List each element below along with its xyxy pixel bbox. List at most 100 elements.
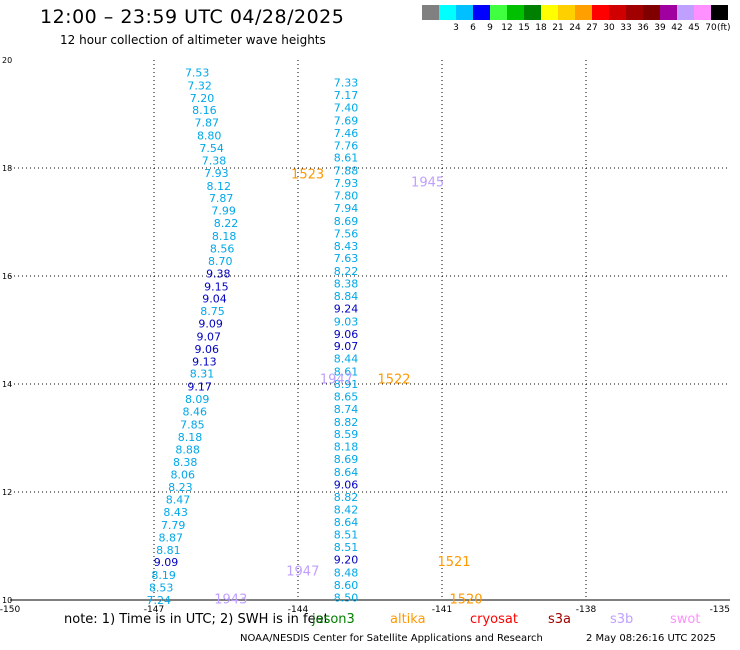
colorbar-swatch <box>711 5 728 20</box>
colorbar-label: 24 <box>569 23 581 33</box>
colorbar-swatch <box>660 5 677 20</box>
wave-height-value: 8.18 <box>334 441 359 454</box>
wave-height-value: 8.75 <box>200 305 225 318</box>
wave-height-value: 8.70 <box>208 255 233 268</box>
wave-height-value: 8.84 <box>334 290 359 303</box>
pass-label: 1521 <box>437 555 470 570</box>
colorbar-label: 15 <box>518 23 530 33</box>
x-tick-label: -150 <box>0 605 20 615</box>
wave-height-value: 8.61 <box>334 152 359 165</box>
wave-height-value: 7.79 <box>161 519 186 532</box>
y-tick-label: 12 <box>2 488 12 497</box>
colorbar-swatch <box>507 5 524 20</box>
wave-height-value: 8.50 <box>334 591 359 604</box>
wave-height-value: 8.82 <box>334 416 359 429</box>
wave-height-value: 8.09 <box>185 393 210 406</box>
wave-height-value: 7.40 <box>334 102 359 115</box>
wave-height-value: 7.94 <box>334 202 359 215</box>
wave-height-value: 9.15 <box>204 280 229 293</box>
wave-height-value: 8.80 <box>197 130 222 143</box>
wave-height-value: 7.32 <box>187 79 212 92</box>
wave-height-value: 7.93 <box>204 167 229 180</box>
wave-height-value: 8.38 <box>173 456 198 469</box>
colorbar-swatch <box>643 5 660 20</box>
wave-height-value: 8.18 <box>178 431 203 444</box>
wave-height-value: 7.38 <box>202 154 227 167</box>
x-tick-label: -138 <box>576 605 597 615</box>
sat-label-cryosat: cryosat <box>470 612 518 627</box>
wave-height-value: 7.46 <box>334 127 359 140</box>
wave-height-value: 8.87 <box>159 531 184 544</box>
wave-height-value: 8.19 <box>151 569 176 582</box>
wave-height-value: 8.65 <box>334 390 359 403</box>
wave-height-value: 8.82 <box>334 491 359 504</box>
wave-height-value: 9.38 <box>206 267 231 280</box>
pass-label: 1945 <box>411 176 444 191</box>
wave-height-value: 7.54 <box>199 142 224 155</box>
wave-height-value: 8.51 <box>334 541 359 554</box>
pass-label: 1522 <box>377 373 410 388</box>
wave-height-value: 8.23 <box>168 481 193 494</box>
wave-height-value: 9.09 <box>154 556 179 569</box>
pass-label: 1523 <box>291 167 324 182</box>
colorbar-swatch <box>524 5 541 20</box>
colorbar-swatch <box>677 5 694 20</box>
wave-height-value: 7.20 <box>190 92 215 105</box>
wave-height-value: 8.88 <box>175 443 200 456</box>
wave-height-value: 8.43 <box>163 506 188 519</box>
wave-height-value: 9.13 <box>192 355 217 368</box>
colorbar-label: 70 <box>705 23 717 33</box>
wave-height-value: 8.61 <box>334 366 359 379</box>
colorbar-label: 21 <box>552 23 564 33</box>
wave-height-value: 8.69 <box>334 215 359 228</box>
chart-title: 12:00 – 23:59 UTC 04/28/2025 <box>40 6 345 28</box>
colorbar-label: 45 <box>688 23 700 33</box>
wave-height-value: 8.91 <box>334 378 359 391</box>
sat-label-altika: altika <box>390 612 426 627</box>
colorbar-label: 6 <box>470 23 476 33</box>
colorbar-label: 33 <box>620 23 632 33</box>
wave-height-value: 8.16 <box>192 104 217 117</box>
wave-height-value: 7.80 <box>334 190 359 203</box>
colorbar-swatch <box>694 5 711 20</box>
wave-height-value: 8.81 <box>156 544 181 557</box>
wave-height-value: 7.56 <box>334 227 359 240</box>
colorbar-label: 36 <box>637 23 649 33</box>
wave-height-value: 9.09 <box>198 318 223 331</box>
colorbar-swatch <box>490 5 507 20</box>
colorbar-swatch <box>473 5 490 20</box>
pass-label: 1943 <box>214 592 247 607</box>
wave-height-value: 8.22 <box>334 265 359 278</box>
wave-height-value: 8.44 <box>334 353 359 366</box>
wave-height-value: 8.46 <box>183 406 208 419</box>
generated-timestamp: 2 May 08:26:16 UTC 2025 <box>586 633 716 644</box>
wave-height-value: 8.53 <box>149 582 174 595</box>
wave-height-value: 7.88 <box>334 165 359 178</box>
colorbar-swatch <box>609 5 626 20</box>
colorbar-swatch <box>575 5 592 20</box>
wave-height-value: 8.59 <box>334 428 359 441</box>
wave-height-value: 8.38 <box>334 278 359 291</box>
y-tick-label: 14 <box>2 380 12 389</box>
wave-height-value: 8.56 <box>210 242 235 255</box>
wave-height-value: 8.47 <box>166 494 191 507</box>
colorbar-swatch <box>439 5 456 20</box>
wave-height-value: 7.17 <box>334 89 359 102</box>
wave-height-value: 7.93 <box>334 177 359 190</box>
colorbar-label: 18 <box>535 23 547 33</box>
colorbar-label: 9 <box>487 23 493 33</box>
wave-height-value: 8.64 <box>334 466 359 479</box>
sat-label-jason3: jason3 <box>312 612 355 627</box>
x-tick-label: -144 <box>288 605 309 615</box>
wave-height-value: 7.85 <box>180 419 205 432</box>
colorbar-swatch <box>558 5 575 20</box>
chart-subtitle: 12 hour collection of altimeter wave hei… <box>60 33 326 47</box>
colorbar-label: 12 <box>501 23 513 33</box>
wave-height-value: 8.06 <box>171 469 196 482</box>
y-tick-label: 18 <box>2 164 12 173</box>
wave-height-value: 8.42 <box>334 503 359 516</box>
colorbar-swatch <box>626 5 643 20</box>
wave-height-value: 9.06 <box>195 343 220 356</box>
wave-height-value: 7.24 <box>147 594 172 607</box>
